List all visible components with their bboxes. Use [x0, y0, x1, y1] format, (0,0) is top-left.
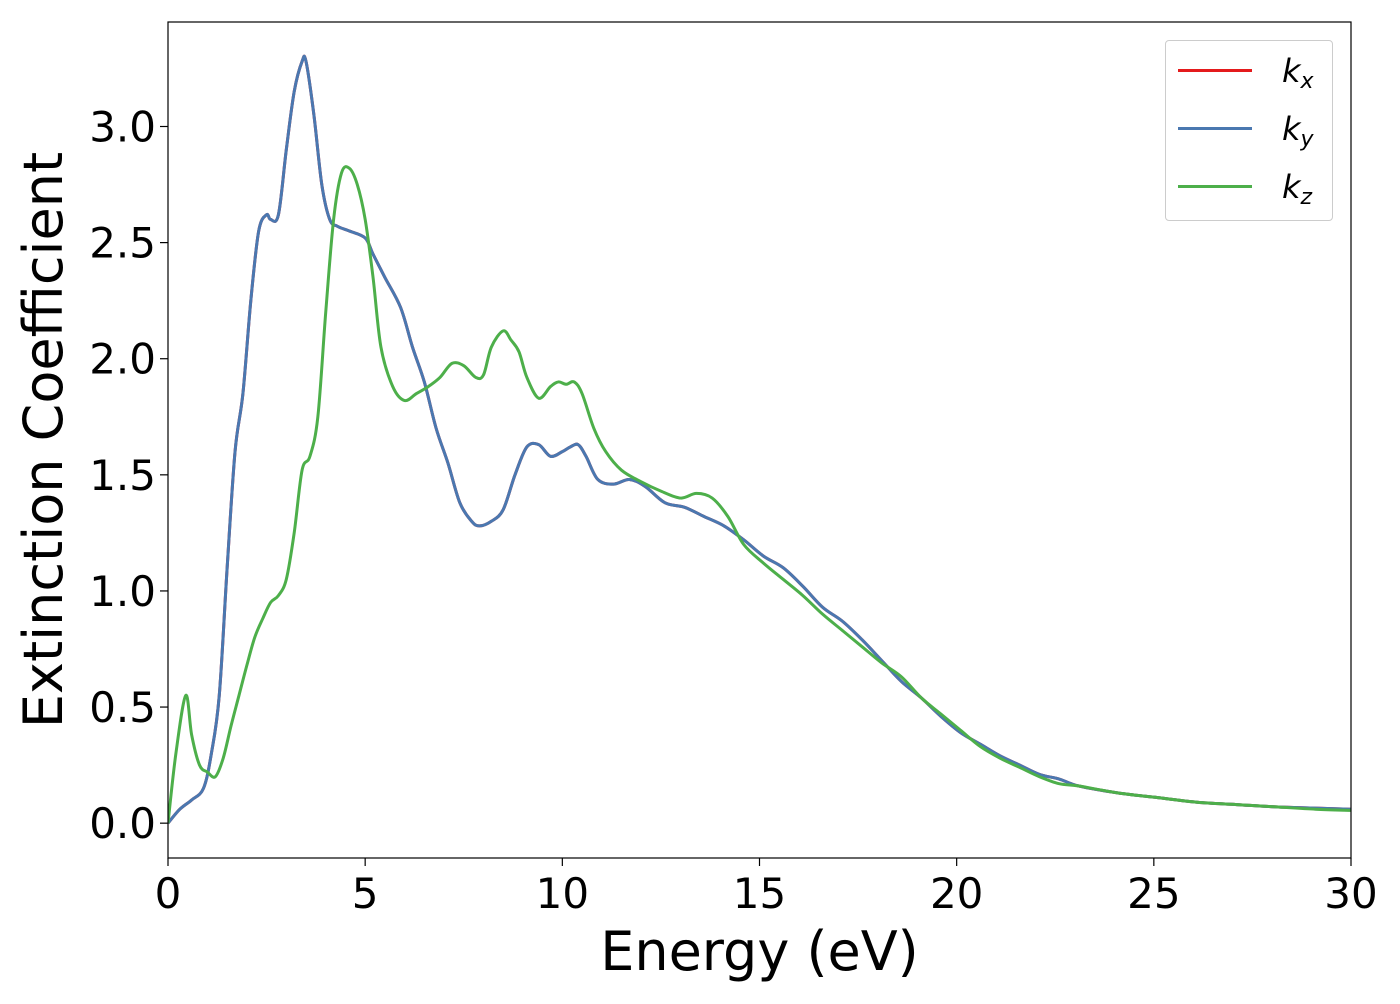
x-tick-label: 25	[1127, 869, 1180, 918]
y-tick-label: 2.5	[89, 219, 156, 268]
x-tick-label: 15	[733, 869, 786, 918]
legend-label-ky: ky	[1282, 110, 1314, 152]
y-tick-label: 0.5	[89, 683, 156, 732]
series-line-ky	[168, 54, 1351, 825]
x-tick-label: 20	[930, 869, 983, 918]
y-tick-label: 0.0	[89, 799, 156, 848]
legend-item-kz: kz	[1178, 167, 1328, 210]
x-tick-label: 10	[536, 869, 589, 918]
y-tick-label: 1.0	[89, 567, 156, 616]
legend-label-kz: kz	[1282, 168, 1313, 210]
x-tick-label: 30	[1324, 869, 1377, 918]
legend-item-ky: ky	[1178, 109, 1328, 152]
y-tick-label: 3.0	[89, 103, 156, 152]
legend-swatch-kx	[1178, 69, 1252, 72]
series-line-kz	[168, 165, 1351, 824]
y-tick-label: 1.5	[89, 451, 156, 500]
y-axis-label: Extinction Coefficient	[12, 152, 75, 728]
legend: kx ky kz	[1165, 40, 1333, 221]
x-tick-label: 5	[352, 869, 379, 918]
legend-item-kx: kx	[1178, 51, 1328, 94]
legend-swatch-kz	[1178, 185, 1252, 188]
x-axis-label: Energy (eV)	[600, 920, 919, 983]
legend-swatch-ky	[1178, 127, 1252, 130]
legend-label-kx: kx	[1282, 52, 1314, 94]
y-tick-label: 2.0	[89, 335, 156, 384]
x-tick-label: 0	[155, 869, 182, 918]
